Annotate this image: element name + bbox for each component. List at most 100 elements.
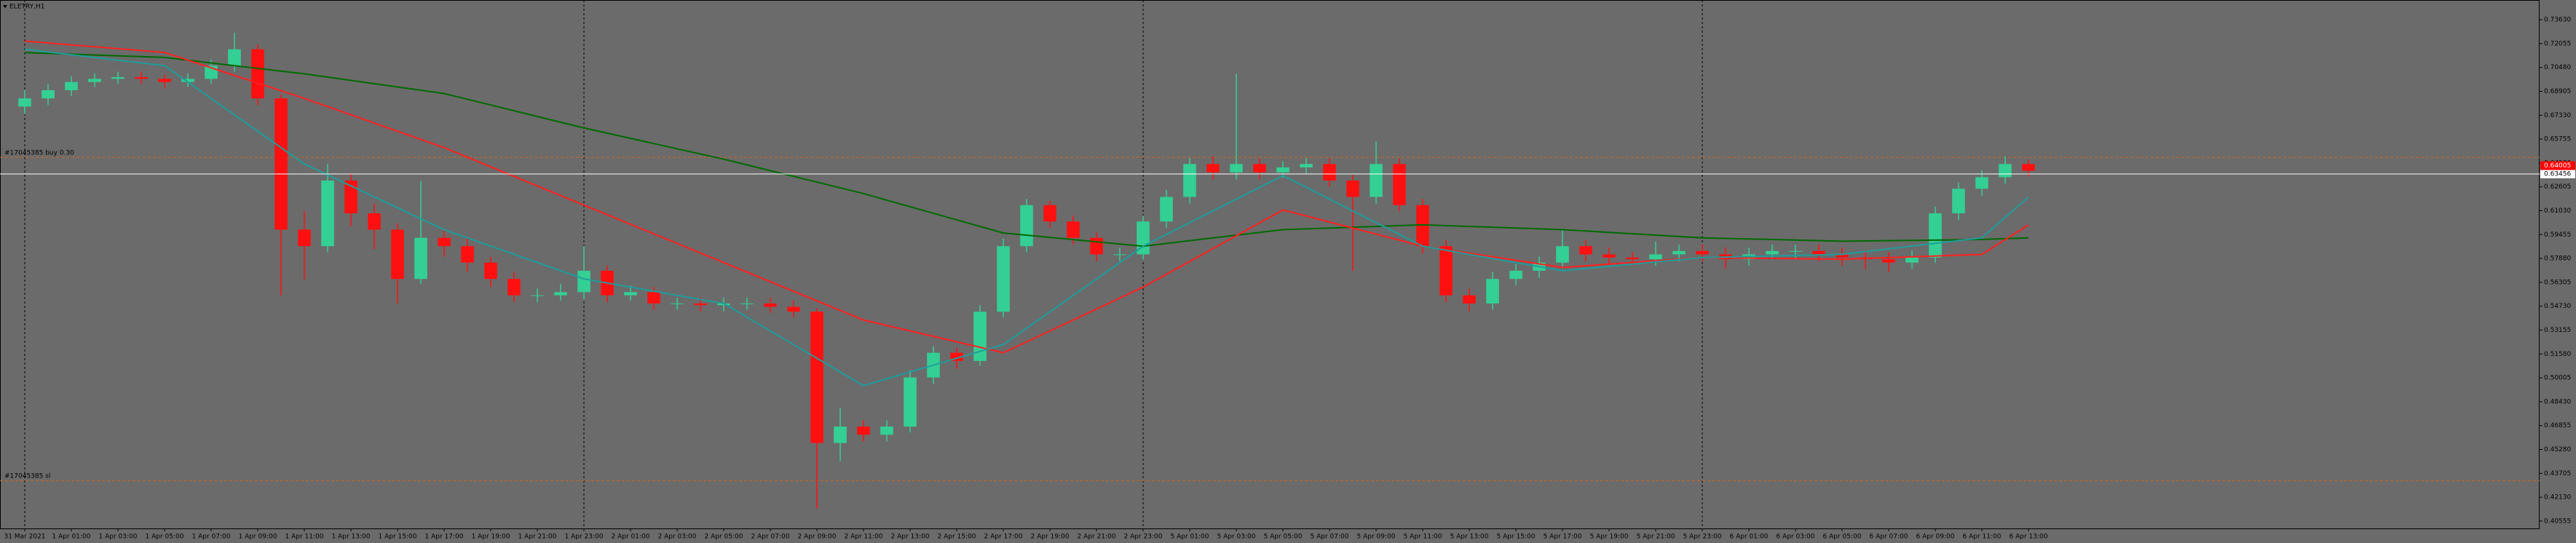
x-tick-label: 1 Apr 07:00 (192, 534, 231, 541)
plot-border (0, 0, 2540, 529)
candle-body (111, 77, 125, 79)
x-tick-label: 2 Apr 03:00 (658, 534, 697, 541)
candle-body (158, 79, 171, 82)
ask-label: 0.64005 (2544, 162, 2571, 170)
candle-body (1766, 250, 1779, 255)
candle-body (461, 246, 474, 263)
candle-body (1253, 164, 1266, 173)
order-level-label: #17045385 buy 0.30 (4, 150, 74, 157)
x-tick-label: 5 Apr 15:00 (1497, 534, 1536, 541)
candle-body (2022, 164, 2035, 171)
candle-body (65, 82, 78, 90)
candle-body (1812, 250, 1825, 255)
x-tick-label: 5 Apr 07:00 (1311, 534, 1349, 541)
candle-body (368, 213, 381, 230)
x-tick-label: 6 Apr 07:00 (1870, 534, 1908, 541)
candle-body (834, 427, 847, 443)
candle-body (88, 79, 101, 82)
candle-body (694, 303, 707, 306)
candle-body (181, 79, 194, 82)
y-tick-label: 0.45280 (2544, 446, 2571, 453)
x-tick-label: 2 Apr 13:00 (891, 534, 930, 541)
y-tick-label: 0.70480 (2544, 64, 2571, 71)
candle-body (554, 292, 567, 296)
candle-body (624, 292, 637, 296)
candle-body (577, 270, 590, 293)
candle-body (1090, 237, 1103, 255)
x-tick-label: 5 Apr 19:00 (1590, 534, 1629, 541)
y-tick-label: 0.56305 (2544, 279, 2571, 286)
candle-body (1603, 254, 1616, 258)
candle-body (321, 181, 334, 247)
candle-body (1020, 205, 1033, 247)
y-tick-label: 0.57880 (2544, 255, 2571, 263)
x-tick-label: 1 Apr 01:00 (52, 534, 91, 541)
candle-body (1323, 164, 1336, 181)
x-tick-label: 6 Apr 03:00 (1777, 534, 1815, 541)
x-tick-label: 5 Apr 17:00 (1544, 534, 1582, 541)
x-tick-label: 5 Apr 03:00 (1217, 534, 1256, 541)
candle-body (997, 246, 1010, 312)
candle-body (1509, 270, 1522, 280)
candle-body (228, 49, 241, 66)
candle-body (391, 229, 404, 280)
x-tick-label: 6 Apr 01:00 (1730, 534, 1769, 541)
x-tick-label: 5 Apr 21:00 (1637, 534, 1675, 541)
candle-body (1276, 167, 1289, 173)
y-tick-label: 0.46855 (2544, 422, 2571, 429)
candle-body (1649, 254, 1662, 260)
collapse-icon[interactable] (3, 5, 7, 8)
x-tick-label: 5 Apr 09:00 (1357, 534, 1396, 541)
candle-body (251, 49, 264, 99)
y-tick-label: 0.42130 (2544, 494, 2571, 502)
ask-label-box (2540, 161, 2575, 170)
candle-body (1160, 197, 1173, 222)
candle-body (1183, 164, 1196, 197)
candle-body (950, 352, 963, 361)
candle-body (1975, 177, 1988, 189)
x-tick-label: 1 Apr 13:00 (332, 534, 371, 541)
x-tick-label: 6 Apr 13:00 (2010, 534, 2048, 541)
x-tick-label: 2 Apr 09:00 (798, 534, 837, 541)
candle-body (1370, 164, 1383, 197)
candle-body (1626, 257, 1639, 260)
candle-body (42, 90, 55, 99)
x-tick-label: 6 Apr 05:00 (1823, 534, 1862, 541)
x-tick-label: 2 Apr 23:00 (1124, 534, 1163, 541)
candle-body (1905, 257, 1919, 263)
candle-body (1206, 164, 1220, 173)
x-tick-label: 1 Apr 17:00 (425, 534, 464, 541)
candle-body (1463, 295, 1476, 304)
x-tick-label: 31 Mar 2021 (4, 534, 45, 541)
candle-body (647, 292, 660, 304)
candle-body (1696, 250, 1709, 255)
x-tick-label: 1 Apr 19:00 (472, 534, 510, 541)
x-tick-label: 2 Apr 21:00 (1078, 534, 1116, 541)
moving-average (24, 52, 2029, 247)
x-tick-label: 5 Apr 13:00 (1450, 534, 1489, 541)
candle-body (857, 427, 870, 435)
x-tick-label: 2 Apr 11:00 (845, 534, 883, 541)
x-tick-label: 1 Apr 21:00 (518, 534, 557, 541)
bid-label: 0.63456 (2544, 170, 2571, 178)
x-tick-label: 2 Apr 15:00 (938, 534, 976, 541)
x-tick-label: 5 Apr 01:00 (1171, 534, 1209, 541)
chart-title: ELETRY,H1 (9, 4, 44, 11)
candle-body (1346, 181, 1359, 197)
candle-body (1929, 213, 1942, 258)
y-tick-label: 0.54730 (2544, 303, 2571, 310)
candle-body (787, 306, 800, 312)
x-tick-label: 2 Apr 01:00 (612, 534, 650, 541)
candle-body (274, 98, 288, 230)
candle-body (1393, 164, 1406, 205)
candle-body (1043, 205, 1056, 222)
candle-body (1067, 221, 1080, 238)
candle-body (507, 279, 521, 296)
candle-body (1882, 259, 1895, 263)
candle-body (135, 77, 148, 79)
x-tick-label: 5 Apr 05:00 (1264, 534, 1303, 541)
y-tick-label: 0.48430 (2544, 398, 2571, 405)
